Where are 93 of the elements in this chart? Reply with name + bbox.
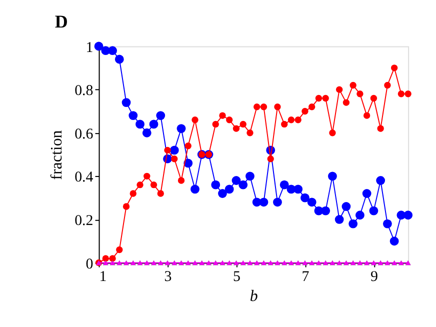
point (232, 125, 240, 132)
x-tick-label: 3 (164, 269, 172, 286)
point (315, 94, 322, 102)
point (307, 198, 316, 207)
point (176, 124, 186, 133)
point (157, 190, 164, 197)
point (281, 120, 288, 128)
point (404, 90, 412, 98)
point (300, 193, 310, 202)
point (274, 104, 281, 110)
point (363, 112, 370, 119)
point (294, 116, 302, 124)
point (122, 203, 130, 210)
x-tick-label: 1 (99, 269, 107, 286)
point (170, 146, 179, 155)
point (211, 180, 220, 190)
point (350, 82, 356, 89)
point (94, 42, 104, 51)
point (190, 184, 200, 194)
point (336, 86, 343, 93)
point (114, 54, 124, 64)
point (308, 104, 316, 110)
x-tick-label: 7 (302, 269, 310, 286)
point (144, 172, 150, 180)
x-tick-label: 9 (370, 269, 378, 286)
point (273, 198, 282, 207)
y-tick-label: 1 (86, 40, 94, 56)
y-tick-label: 0.8 (74, 83, 94, 100)
point (362, 189, 372, 198)
point (322, 94, 329, 102)
point (246, 172, 254, 181)
y-axis-title: fraction (48, 130, 66, 180)
point (240, 120, 246, 128)
point (238, 180, 248, 190)
point (370, 94, 378, 102)
point (192, 116, 198, 124)
point (156, 111, 166, 120)
point (288, 116, 295, 124)
point (356, 90, 364, 98)
point (224, 184, 234, 194)
point (348, 219, 358, 228)
point (355, 210, 364, 220)
y-tick-label: 0.4 (74, 170, 94, 186)
point (254, 104, 260, 110)
point (150, 181, 158, 188)
point (218, 189, 227, 198)
point (302, 108, 308, 115)
point (280, 180, 289, 190)
point (267, 156, 274, 162)
point (294, 184, 303, 194)
x-tick-label: 5 (232, 269, 240, 286)
point (226, 116, 233, 124)
y-tick-label: 0.2 (74, 212, 94, 229)
point (109, 255, 116, 262)
point (390, 236, 399, 246)
point (128, 111, 138, 120)
point (377, 125, 384, 132)
point (130, 190, 136, 197)
point (328, 172, 337, 181)
point (260, 104, 268, 110)
x-axis-title: b (250, 288, 258, 306)
y-tick-label: 0 (86, 256, 94, 272)
point (184, 142, 192, 150)
point (108, 46, 117, 56)
point (329, 130, 336, 136)
point (122, 98, 131, 108)
point (149, 120, 158, 129)
point (116, 246, 123, 254)
point (342, 99, 350, 106)
point (219, 112, 226, 119)
point (404, 210, 413, 220)
point (164, 146, 171, 154)
point (171, 156, 178, 162)
point (342, 202, 351, 211)
point (382, 219, 392, 228)
point (384, 82, 391, 89)
y-tick-label: 0.6 (74, 126, 94, 142)
point (369, 206, 378, 216)
point (232, 176, 241, 185)
point (246, 130, 254, 136)
point (334, 215, 344, 224)
point (390, 64, 398, 72)
point (376, 176, 386, 185)
chart-title: D (54, 11, 68, 32)
point (398, 90, 405, 98)
point (142, 128, 152, 138)
point (102, 255, 109, 262)
point (136, 120, 144, 129)
point (259, 198, 268, 207)
point (178, 177, 185, 184)
point (136, 181, 144, 188)
point (212, 120, 219, 128)
point (321, 206, 330, 216)
